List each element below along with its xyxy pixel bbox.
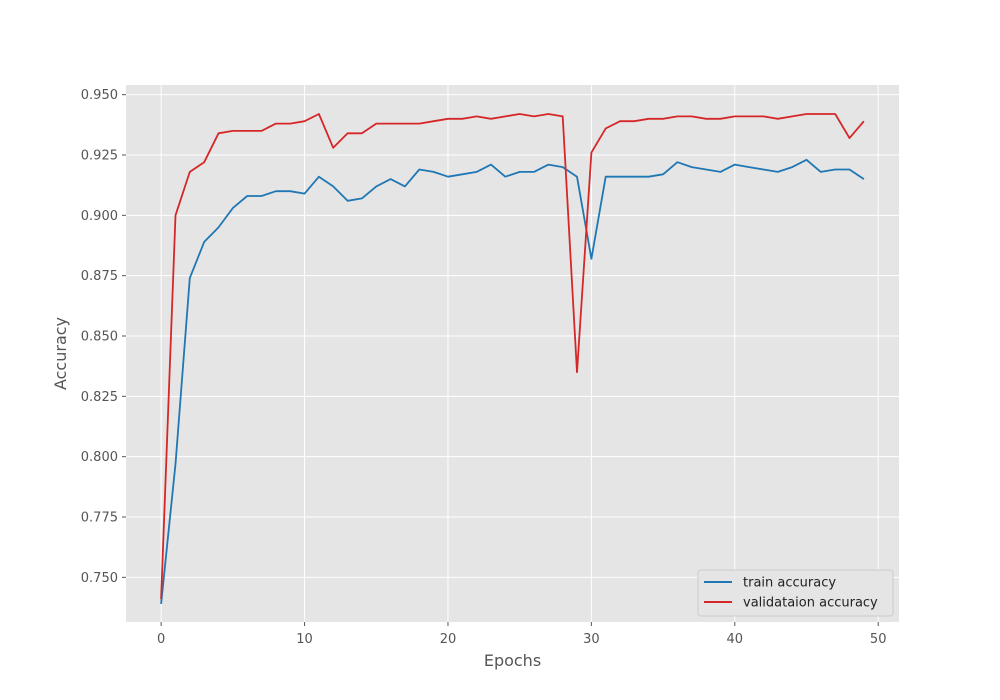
series-line-validataion-accuracy bbox=[160, 113, 865, 600]
legend: train accuracy validataion accuracy bbox=[697, 569, 894, 617]
axis-ticks: 0 10 20 30 40 50 0.750 0.775 0.800 0.825 0.850 0.87… bbox=[81, 88, 887, 647]
x-tick-label: 0 bbox=[157, 632, 165, 647]
y-tick-label: 0.825 bbox=[81, 390, 118, 405]
legend-label: validataion accuracy bbox=[743, 596, 878, 611]
y-tick-label: 0.875 bbox=[81, 269, 118, 284]
plot-area bbox=[126, 85, 899, 622]
y-tick-label: 0.775 bbox=[81, 511, 118, 526]
y-axis-label: Accuracy bbox=[51, 317, 70, 390]
y-tick-label: 0.950 bbox=[81, 88, 118, 103]
x-tick-label: 50 bbox=[870, 632, 887, 647]
x-tick-label: 30 bbox=[583, 632, 600, 647]
x-tick-label: 10 bbox=[296, 632, 313, 647]
x-tick-label: 40 bbox=[727, 632, 744, 647]
y-tick-label: 0.900 bbox=[81, 209, 118, 224]
grid bbox=[126, 85, 899, 622]
y-tick-label: 0.850 bbox=[81, 330, 118, 345]
y-tick-label: 0.800 bbox=[81, 450, 118, 465]
y-tick-label: 0.925 bbox=[81, 148, 118, 163]
x-tick-label: 20 bbox=[440, 632, 457, 647]
legend-box bbox=[697, 569, 894, 617]
legend-label: train accuracy bbox=[743, 576, 836, 591]
series-layer bbox=[160, 113, 865, 604]
series-line-train-accuracy bbox=[160, 158, 865, 604]
x-axis-label: Epochs bbox=[484, 651, 541, 670]
y-tick-label: 0.750 bbox=[81, 571, 118, 586]
